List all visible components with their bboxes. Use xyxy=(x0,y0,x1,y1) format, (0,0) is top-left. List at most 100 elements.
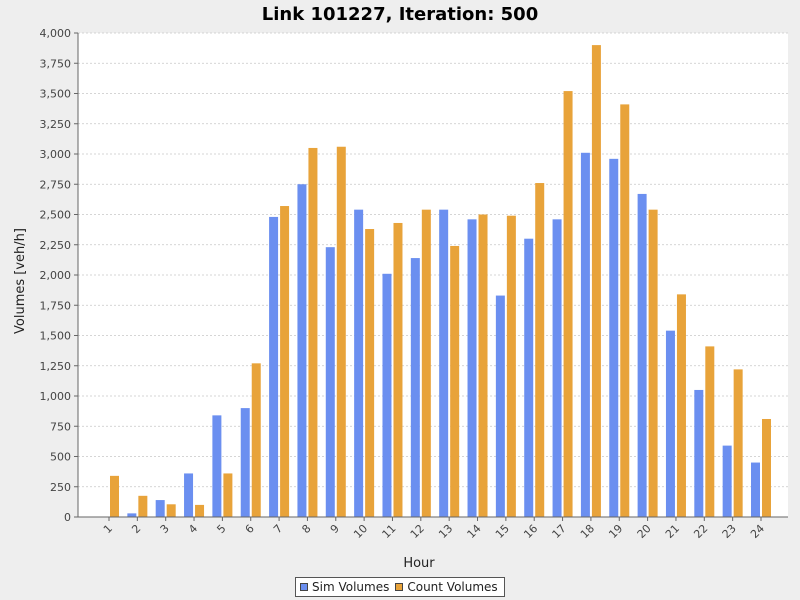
chart-title: Link 101227, Iteration: 500 xyxy=(262,4,538,25)
bar-count-7 xyxy=(280,206,290,517)
bar-sim-17 xyxy=(552,219,562,517)
bar-sim-18 xyxy=(580,152,590,518)
bar-count-23 xyxy=(733,369,743,517)
x-tick-label: 6 xyxy=(243,522,257,536)
y-tick-label: 3,250 xyxy=(40,118,72,131)
bar-sim-23 xyxy=(722,445,732,517)
y-tick-label: 3,000 xyxy=(40,148,72,161)
y-tick-label: 4,000 xyxy=(40,27,72,40)
bar-sim-4 xyxy=(184,473,194,517)
x-axis-label: Hour xyxy=(403,556,435,571)
legend: Sim Volumes Count Volumes xyxy=(295,577,505,597)
y-tick-label: 2,000 xyxy=(40,269,72,282)
bar-sim-15 xyxy=(495,295,505,517)
bar-count-5 xyxy=(223,473,233,517)
legend-item-sim: Sim Volumes xyxy=(300,580,389,594)
y-tick-label: 500 xyxy=(50,451,71,464)
bar-count-10 xyxy=(365,229,375,517)
x-tick-label: 3 xyxy=(158,522,172,536)
x-tick-label: 20 xyxy=(635,522,654,541)
legend-label-count: Count Volumes xyxy=(407,580,498,594)
bar-sim-21 xyxy=(665,330,675,517)
bar-sim-16 xyxy=(524,238,534,517)
bar-count-21 xyxy=(676,294,686,517)
bar-count-9 xyxy=(336,146,346,518)
x-tick-label: 9 xyxy=(328,522,342,536)
bar-sim-2 xyxy=(127,513,137,517)
x-tick-labels: 1 2 3 4 5 6 7 8 9 10 11 12 13 14 15 16 17 18 19 20 21 22 23 24 xyxy=(101,522,767,541)
bar-count-12 xyxy=(421,209,431,517)
bar-sim-24 xyxy=(751,462,760,517)
y-tick-label: 2,750 xyxy=(40,178,72,191)
bar-sim-10 xyxy=(354,209,364,517)
y-tick-label: 1,250 xyxy=(40,360,72,373)
bar-sim-12 xyxy=(410,258,420,517)
bar-sim-9 xyxy=(325,247,335,518)
bar-count-20 xyxy=(648,209,658,517)
y-tick-label: 3,750 xyxy=(40,57,72,70)
x-tick-label: 22 xyxy=(691,522,710,541)
bar-count-3 xyxy=(166,504,176,517)
bar-count-13 xyxy=(450,245,460,517)
legend-swatch-sim xyxy=(300,583,308,591)
y-tick-label: 1,000 xyxy=(40,390,72,403)
bar-count-19 xyxy=(620,104,630,517)
bar-count-16 xyxy=(535,183,545,518)
bar-count-22 xyxy=(705,346,715,517)
y-tick-label: 2,250 xyxy=(40,239,72,252)
x-tick-label: 24 xyxy=(748,522,767,541)
bar-sim-14 xyxy=(467,219,477,517)
x-tick-label: 10 xyxy=(351,522,370,541)
y-tick-labels: 0 250 500 750 1,000 1,250 1,500 1,750 2,000 2,250… xyxy=(40,27,72,524)
bar-sim-5 xyxy=(212,415,222,517)
bar-sim-8 xyxy=(297,184,307,517)
y-tick-label: 0 xyxy=(64,511,71,524)
bar-sim-19 xyxy=(609,158,619,517)
legend-swatch-count xyxy=(395,583,404,591)
bar-sim-7 xyxy=(269,216,279,518)
x-tick-label: 8 xyxy=(299,522,313,536)
bar-count-4 xyxy=(195,504,205,517)
legend-item-count: Count Volumes xyxy=(395,580,498,594)
bar-count-11 xyxy=(393,222,403,517)
x-tick-label: 21 xyxy=(663,522,682,541)
x-tick-label: 11 xyxy=(380,522,399,541)
y-tick-label: 1,750 xyxy=(40,299,72,312)
bar-count-8 xyxy=(308,147,318,517)
bar-sim-3 xyxy=(155,500,165,517)
y-tick-label: 2,500 xyxy=(40,209,72,222)
y-tick-label: 750 xyxy=(50,420,71,433)
x-tick-label: 1 xyxy=(101,522,115,536)
bar-sim-20 xyxy=(637,193,647,517)
x-tick-label: 2 xyxy=(129,522,143,536)
legend-label-sim: Sim Volumes xyxy=(312,580,390,594)
x-tick-label: 15 xyxy=(493,522,512,541)
bars xyxy=(110,45,771,518)
bar-sim-22 xyxy=(694,389,704,517)
bar-count-2 xyxy=(138,495,148,517)
bar-count-24 xyxy=(762,418,771,517)
x-tick-label: 12 xyxy=(408,522,427,541)
x-tick-label: 5 xyxy=(214,522,228,536)
y-axis-label: Volumes [veh/h] xyxy=(13,228,28,334)
x-tick-label: 13 xyxy=(436,522,455,541)
bar-count-15 xyxy=(506,215,516,517)
bar-sim-13 xyxy=(439,209,449,517)
y-tick-label: 3,500 xyxy=(40,88,72,101)
bar-sim-6 xyxy=(240,408,250,517)
x-tick-label: 17 xyxy=(550,522,569,541)
bar-count-1 xyxy=(110,475,119,517)
x-tick-label: 19 xyxy=(606,522,625,541)
y-tick-label: 250 xyxy=(50,481,71,494)
bar-count-14 xyxy=(478,214,488,517)
bar-count-6 xyxy=(251,363,261,517)
y-tick-label: 1,500 xyxy=(40,330,72,343)
bar-count-17 xyxy=(563,91,573,517)
x-tick-label: 16 xyxy=(521,522,540,541)
bar-sim-11 xyxy=(382,273,392,517)
x-tick-label: 4 xyxy=(186,522,200,536)
axes xyxy=(74,32,788,521)
x-tick-label: 7 xyxy=(271,522,285,536)
bar-count-18 xyxy=(591,45,601,517)
